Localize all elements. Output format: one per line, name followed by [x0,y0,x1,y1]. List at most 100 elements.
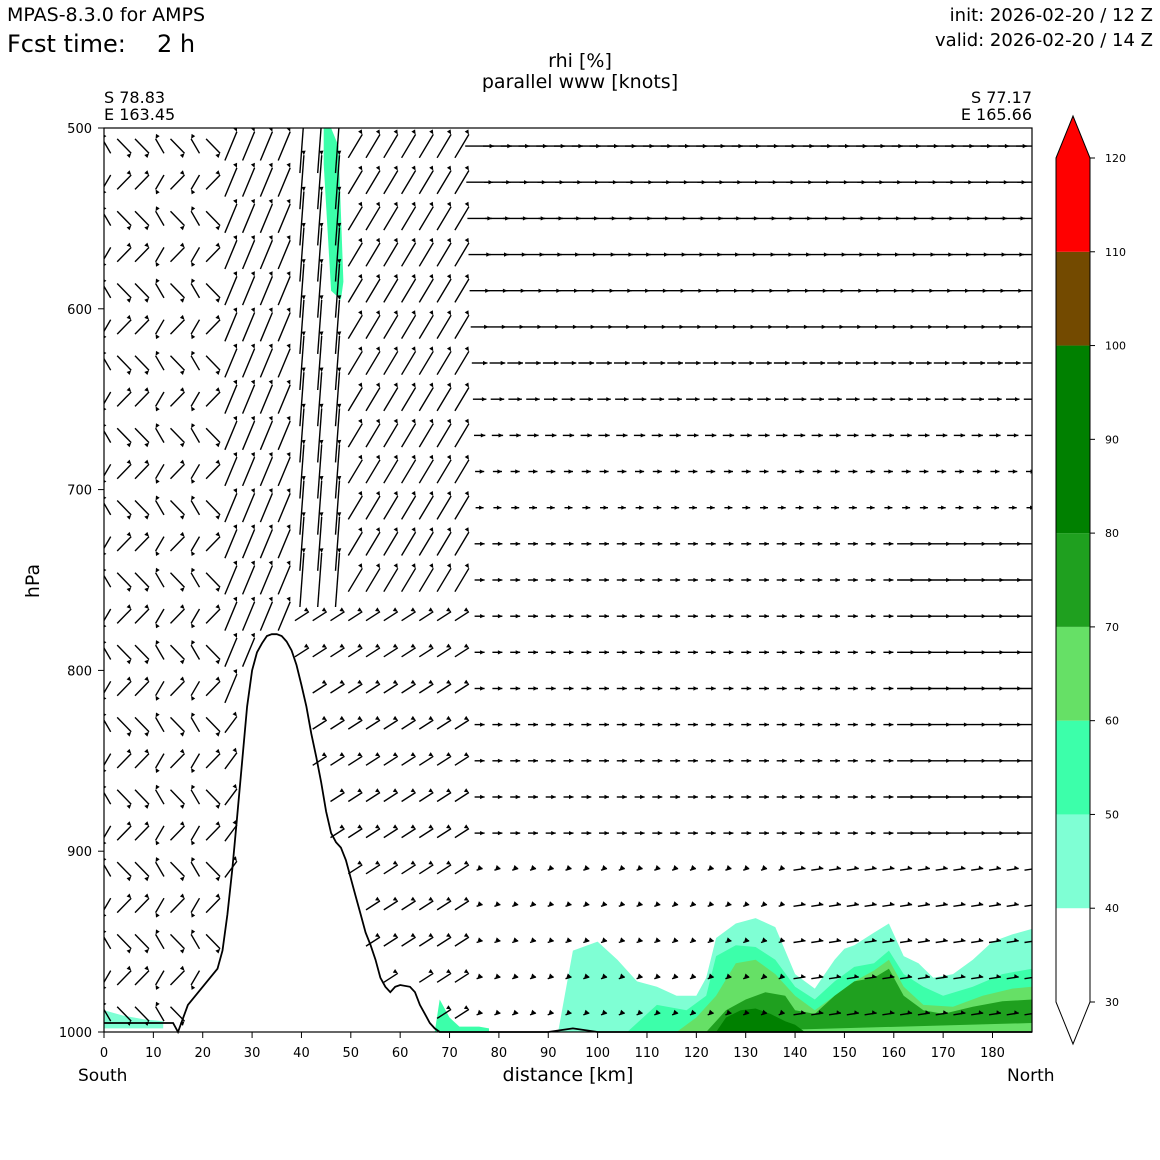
wind-vector [116,716,132,733]
y-tick-label: 900 [67,845,92,860]
wind-arrowhead [1017,650,1022,655]
wind-arrowhead [191,840,196,846]
colorbar-tick-label: 110 [1105,246,1126,259]
wind-arrowhead [765,433,770,438]
wind-arrowhead [446,607,452,612]
wind-arrowhead [997,397,1002,402]
wind-vector [760,940,768,944]
wind-arrowhead [392,607,398,612]
wind-vector [400,134,417,159]
wind-arrowhead [515,577,521,583]
wind-arrowhead [513,937,519,942]
wind-arrowhead [714,360,719,366]
wind-arrowhead [126,804,132,809]
wind-arrowhead [888,722,894,727]
wind-arrowhead [853,577,858,583]
wind-arrowhead [978,865,984,870]
wind-arrowhead [191,640,196,646]
wind-arrowhead [191,567,196,573]
wind-arrowhead [925,974,930,979]
wind-arrowhead [250,488,255,494]
wind-vector [317,227,323,282]
wind-vector [511,940,519,944]
wind-arrowhead [179,297,185,303]
wind-arrowhead [215,370,221,375]
wind-arrowhead [357,715,363,721]
wind-arrowhead [375,824,380,829]
wind-arrowhead [818,901,824,906]
wind-vector [224,716,238,734]
wind-arrowhead [497,541,503,546]
wind-arrowhead [640,541,645,546]
wind-arrowhead [871,541,876,546]
wind-arrowhead [569,541,574,546]
wind-arrowhead [126,893,132,899]
wind-arrowhead [144,731,149,737]
wind-vector [205,933,221,950]
wind-vector [436,791,452,803]
wind-vector [565,903,572,907]
wind-arrowhead [215,514,221,520]
wind-arrowhead [673,973,679,978]
wind-arrowhead [477,865,483,870]
wind-arrowhead [782,722,787,727]
wind-arrowhead [817,686,823,691]
wind-arrowhead [497,722,503,727]
wind-arrowhead [144,531,149,537]
wind-arrowhead [215,387,221,392]
wind-vector [401,755,416,766]
wind-arrowhead [890,397,896,402]
wind-vector [205,427,221,444]
wind-arrowhead [817,650,823,655]
wind-vector [334,480,341,535]
wind-arrowhead [695,397,700,402]
wind-arrowhead [215,821,221,826]
wind-arrowhead [155,278,160,284]
wind-arrowhead [871,722,876,727]
wind-vector [317,444,323,499]
wind-arrowhead [925,1010,930,1015]
colorbar-tick-label: 100 [1105,340,1126,353]
wind-vector [169,174,186,190]
wind-arrowhead [708,865,714,870]
wind-vector [134,246,150,263]
wind-arrowhead [463,607,469,612]
wind-vector [454,242,470,267]
wind-arrowhead [428,788,434,793]
wind-arrowhead [319,548,324,553]
wind-arrowhead [393,201,398,207]
wind-vector [277,131,291,161]
wind-arrowhead [608,324,613,329]
wind-vector [294,611,310,622]
wind-arrowhead [446,932,452,938]
wind-arrowhead [835,614,840,619]
wind-vector [334,335,341,391]
wind-arrowhead [744,865,750,870]
wind-arrowhead [429,274,434,279]
wind-vector [347,134,363,159]
wind-arrowhead [657,577,663,583]
wind-arrowhead [337,476,342,481]
wind-arrowhead [999,722,1004,727]
wind-arrowhead [319,367,324,373]
wind-arrowhead [191,929,196,935]
wind-vector [241,601,256,631]
wind-vector [205,753,221,769]
wind-arrowhead [155,189,160,195]
wind-arrowhead [464,201,469,207]
wind-arrowhead [179,1021,185,1026]
wind-vector [312,755,328,766]
wind-vector [330,828,345,839]
x-tick-label: 30 [244,1046,261,1061]
wind-vector [334,191,341,246]
wind-arrowhead [928,831,933,836]
wind-arrowhead [764,541,769,546]
wind-arrowhead [568,505,573,510]
wind-arrowhead [960,433,966,438]
wind-vector [383,134,399,159]
wind-vector [618,976,626,980]
wind-vector [299,335,305,391]
wind-arrowhead [942,865,948,870]
wind-vector [401,683,416,694]
wind-vector [224,348,238,378]
